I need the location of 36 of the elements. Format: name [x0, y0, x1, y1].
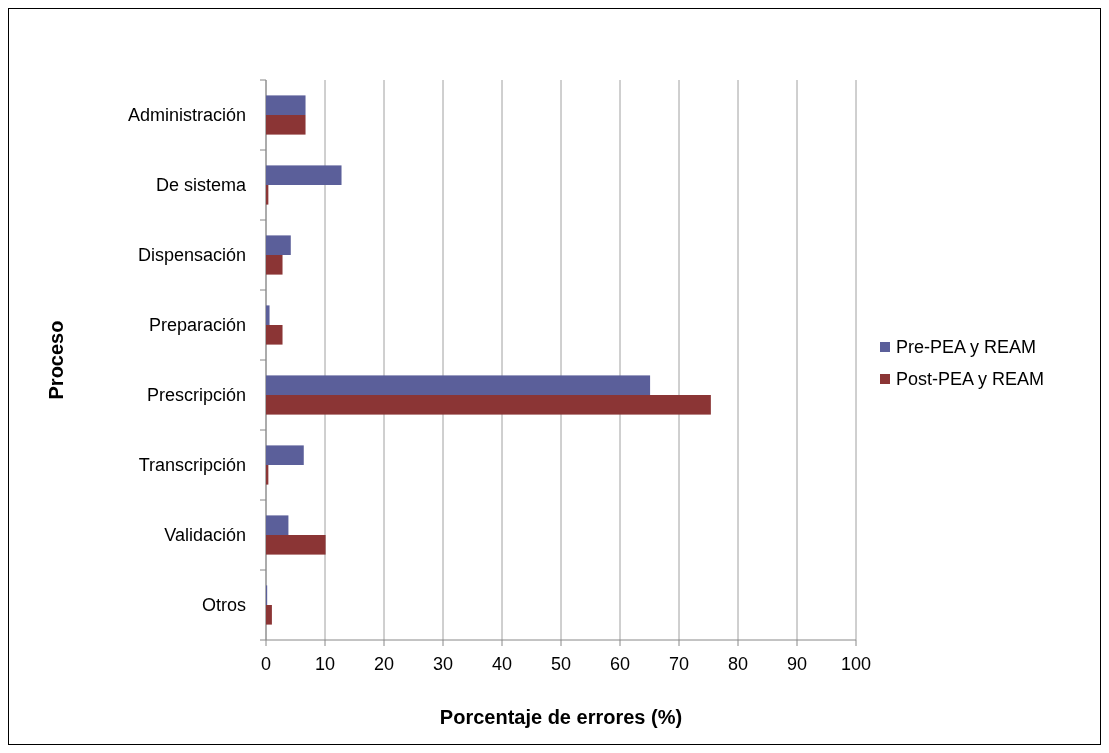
x-tick-label: 10 — [314, 654, 336, 674]
bar — [266, 305, 270, 325]
bar — [266, 445, 304, 465]
bar — [266, 95, 306, 115]
x-tick-label: 20 — [373, 654, 395, 674]
legend-label: Post-PEA y REAM — [896, 369, 1045, 389]
y-tick-label: De sistema — [155, 175, 247, 195]
y-axis-title: Proceso — [45, 320, 67, 400]
y-tick-label: Transcripción — [138, 455, 246, 475]
y-tick-label: Otros — [201, 595, 246, 615]
bar — [266, 255, 283, 275]
x-tick-label: 90 — [786, 654, 808, 674]
bar — [266, 165, 342, 185]
x-tick-label: 0 — [260, 654, 272, 674]
legend-label: Pre-PEA y REAM — [896, 337, 1037, 357]
x-tick-label: 50 — [550, 654, 572, 674]
x-axis-title: Porcentaje de errores (%) — [439, 706, 683, 728]
y-tick-label: Prescripción — [146, 385, 246, 405]
y-tick-label: Dispensación — [137, 245, 246, 265]
bar — [266, 535, 326, 555]
bar — [266, 395, 711, 415]
y-tick-label: Validación — [164, 525, 246, 545]
bar — [266, 115, 306, 135]
x-tick-label: 70 — [668, 654, 690, 674]
x-tick-label: 80 — [727, 654, 749, 674]
y-tick-label: Preparación — [148, 315, 246, 335]
bar — [266, 375, 651, 395]
bar — [266, 235, 291, 255]
x-tick-label: 60 — [609, 654, 631, 674]
x-tick-label: 30 — [432, 654, 454, 674]
y-tick-label: Administración — [127, 105, 246, 125]
bar — [266, 605, 272, 625]
bar — [266, 325, 283, 345]
bar — [266, 515, 289, 535]
x-tick-label: 100 — [840, 654, 872, 674]
x-tick-label: 40 — [491, 654, 513, 674]
